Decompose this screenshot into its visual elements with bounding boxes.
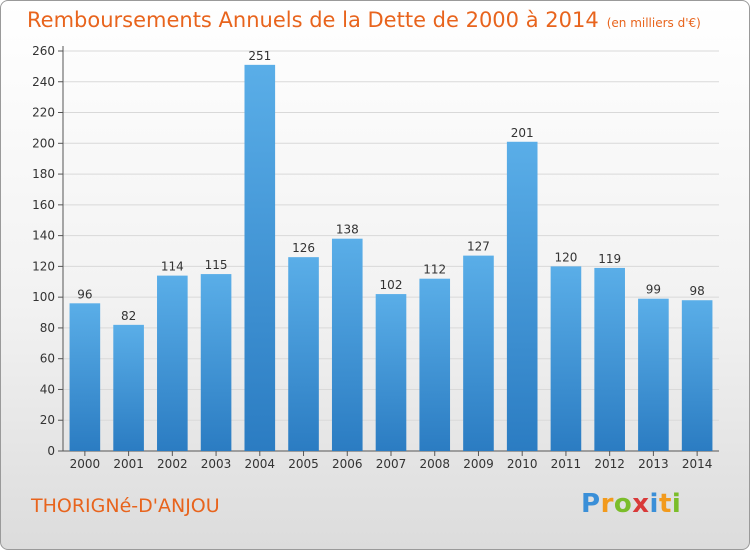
chart-title-text: Remboursements Annuels de la Dette de 20… <box>27 8 599 32</box>
y-tick-label: 120 <box>32 259 55 273</box>
x-tick-label-2012: 2012 <box>594 457 625 471</box>
bar-2005 <box>288 257 319 451</box>
data-label-2011: 120 <box>554 250 577 264</box>
bar-2013 <box>638 298 669 451</box>
x-tick-label-2007: 2007 <box>376 457 407 471</box>
y-tick-label: 260 <box>32 44 55 58</box>
data-label-2004: 251 <box>248 49 271 63</box>
y-tick-label: 60 <box>40 352 55 366</box>
y-tick-labels: 0 20 40 60 80 100 120 140 160 180 200 220 240 260 <box>32 44 63 458</box>
data-label-2013: 99 <box>646 283 661 297</box>
brand-logo: Proxiti <box>581 489 682 519</box>
bar-2014 <box>681 300 713 451</box>
data-label-2001: 82 <box>121 309 136 323</box>
bar-2001 <box>113 324 144 451</box>
bar-2000 <box>69 303 101 451</box>
chart-title: Remboursements Annuels de la Dette de 20… <box>27 8 701 32</box>
y-tick-label: 200 <box>32 136 55 150</box>
data-label-2009: 127 <box>467 240 490 254</box>
unit-note: (en milliers d'€) <box>606 16 701 30</box>
data-label-2005: 126 <box>292 241 315 255</box>
data-label-2010: 201 <box>511 126 534 140</box>
bar-2006 <box>331 238 363 451</box>
bar-2010 <box>506 141 538 451</box>
x-tick-label-2008: 2008 <box>419 457 450 471</box>
x-tick-label-2011: 2011 <box>551 457 582 471</box>
y-tick-label: 220 <box>32 106 55 120</box>
data-label-2000: 96 <box>77 287 92 301</box>
y-tick-label: 80 <box>40 321 55 335</box>
bar-2008 <box>419 278 451 451</box>
x-tick-label-2013: 2013 <box>638 457 669 471</box>
data-label-2012: 119 <box>598 252 621 266</box>
bars <box>69 64 713 451</box>
bar-2011 <box>550 266 582 451</box>
bar-2003 <box>200 274 232 451</box>
x-tick-label-2014: 2014 <box>682 457 713 471</box>
y-tick-label: 40 <box>40 382 55 396</box>
data-label-2003: 115 <box>205 258 228 272</box>
x-tick-label-2010: 2010 <box>507 457 538 471</box>
place-name: THORIGNé-D'ANJOU <box>31 495 220 517</box>
data-label-2007: 102 <box>380 278 403 292</box>
bar-2002 <box>157 275 188 451</box>
x-tick-label-2002: 2002 <box>157 457 188 471</box>
x-tick-label-2001: 2001 <box>113 457 144 471</box>
bar-2007 <box>375 294 407 451</box>
y-tick-label: 0 <box>47 444 55 458</box>
data-label-2014: 98 <box>689 284 704 298</box>
x-tick-label-2009: 2009 <box>463 457 494 471</box>
x-tick-label-2004: 2004 <box>245 457 276 471</box>
y-tick-label: 180 <box>32 167 55 181</box>
x-tick-label-2006: 2006 <box>332 457 363 471</box>
y-tick-label: 240 <box>32 75 55 89</box>
data-label-2002: 114 <box>161 260 184 274</box>
y-tick-label: 140 <box>32 229 55 243</box>
y-tick-label: 100 <box>32 290 55 304</box>
bar-2012 <box>594 267 625 451</box>
bar-2009 <box>463 255 494 451</box>
x-tick-labels: 2000 2001 2002 2003 2004 2005 2006 2007 2008 2009… <box>70 451 713 471</box>
y-tick-label: 20 <box>40 413 55 427</box>
y-tick-label: 160 <box>32 198 55 212</box>
x-tick-label-2005: 2005 <box>288 457 319 471</box>
data-labels: 96 82 114 115 251 126 138 102 112 127 201 120 119 99 9… <box>77 49 705 323</box>
x-tick-label-2003: 2003 <box>201 457 232 471</box>
x-tick-label-2000: 2000 <box>70 457 101 471</box>
data-label-2006: 138 <box>336 223 359 237</box>
bar-2004 <box>244 64 276 451</box>
data-label-2008: 112 <box>423 263 446 277</box>
